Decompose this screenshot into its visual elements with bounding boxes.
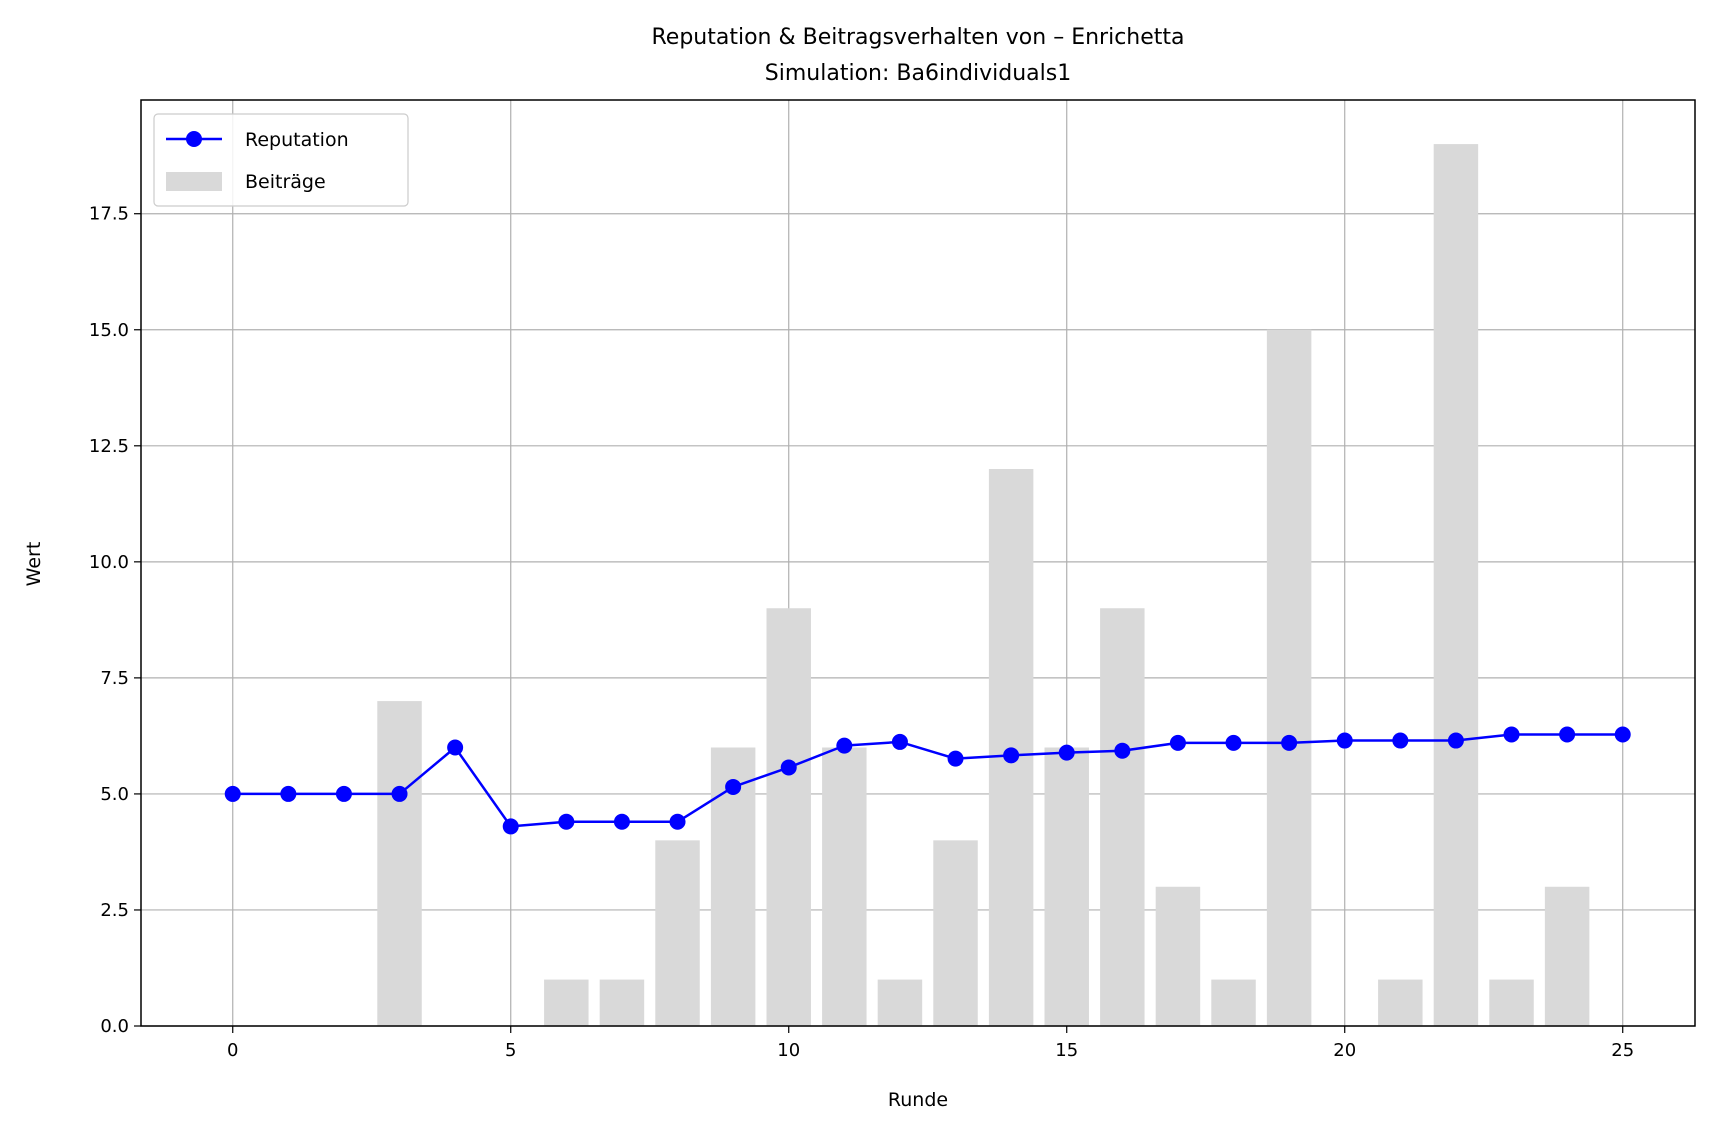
contribution-bar (1100, 608, 1145, 1026)
reputation-point (725, 778, 742, 795)
contribution-bar (822, 747, 867, 1026)
reputation-line (232, 733, 1623, 828)
legend: Reputation Beiträge (153, 113, 409, 207)
legend-contributions-swatch (166, 172, 222, 191)
y-tick-label: 17.5 (89, 204, 129, 225)
chart-title: Reputation & Beitragsverhalten von – Enr… (651, 25, 1184, 50)
reputation-point (1447, 732, 1464, 749)
reputation-point (1281, 734, 1298, 751)
contribution-bar (1211, 979, 1256, 1026)
reputation-point (1003, 747, 1020, 764)
reputation-point (836, 737, 853, 754)
contribution-bar (1044, 747, 1089, 1026)
contribution-bar (1489, 979, 1534, 1026)
reputation-line-series (224, 726, 1631, 835)
reputation-point (1559, 726, 1576, 743)
contribution-bar (377, 701, 422, 1026)
y-tick-label: 5.0 (100, 784, 129, 805)
reputation-point (502, 818, 519, 835)
reputation-point (891, 733, 908, 750)
legend-contributions-label: Beiträge (245, 171, 326, 193)
contribution-bars (377, 144, 1590, 1027)
reputation-point (780, 759, 797, 776)
reputation-point (669, 813, 686, 830)
x-tick-label: 0 (227, 1040, 238, 1061)
y-tick-label: 12.5 (89, 436, 129, 457)
x-axis-label: Runde (888, 1089, 948, 1111)
y-tick-label: 2.5 (100, 900, 129, 921)
contribution-bar (1544, 886, 1590, 1026)
contribution-bar (599, 979, 645, 1026)
contribution-bar (1266, 329, 1312, 1026)
legend-reputation-label: Reputation (245, 129, 349, 151)
reputation-point (1225, 734, 1242, 751)
contribution-bar (1155, 886, 1201, 1026)
contribution-bar (1378, 979, 1423, 1026)
reputation-point (335, 785, 352, 802)
y-tick-label: 10.0 (89, 552, 129, 573)
reputation-point (1058, 744, 1075, 761)
y-tick-label: 15.0 (89, 320, 129, 341)
reputation-point (1614, 726, 1631, 743)
reputation-point (1169, 734, 1186, 751)
reputation-point (280, 785, 297, 802)
contribution-bar (933, 840, 978, 1026)
reputation-point (447, 739, 464, 756)
y-axis-label: Wert (23, 542, 45, 587)
contribution-bar (1433, 144, 1479, 1027)
plot-frame (140, 99, 1696, 1027)
legend-reputation-marker (186, 131, 202, 147)
contribution-bar (544, 979, 589, 1026)
contribution-bar (655, 840, 700, 1026)
reputation-point (1503, 726, 1520, 743)
reputation-point (613, 813, 630, 830)
reputation-point (1392, 732, 1409, 749)
x-axis-ticks: 0 5 10 15 20 25 (227, 1026, 1634, 1061)
x-tick-label: 5 (505, 1040, 516, 1061)
x-tick-label: 25 (1611, 1040, 1634, 1061)
contribution-bar (766, 608, 811, 1026)
reputation-point (558, 813, 575, 830)
contribution-bar (877, 979, 923, 1026)
y-tick-label: 7.5 (100, 668, 129, 689)
reputation-point (1336, 732, 1353, 749)
reputation-point (947, 750, 964, 767)
x-tick-label: 20 (1333, 1040, 1356, 1061)
reputation-point (391, 785, 408, 802)
reputation-point (1114, 742, 1131, 759)
y-tick-label: 0.0 (100, 1016, 129, 1037)
chart-subtitle: Simulation: Ba6individuals1 (765, 61, 1071, 86)
x-tick-label: 15 (1055, 1040, 1078, 1061)
y-axis-ticks: 0.0 2.5 5.0 7.5 10.0 12.5 15.0 17.5 (89, 204, 141, 1037)
x-tick-label: 10 (777, 1040, 800, 1061)
reputation-point (224, 785, 241, 802)
